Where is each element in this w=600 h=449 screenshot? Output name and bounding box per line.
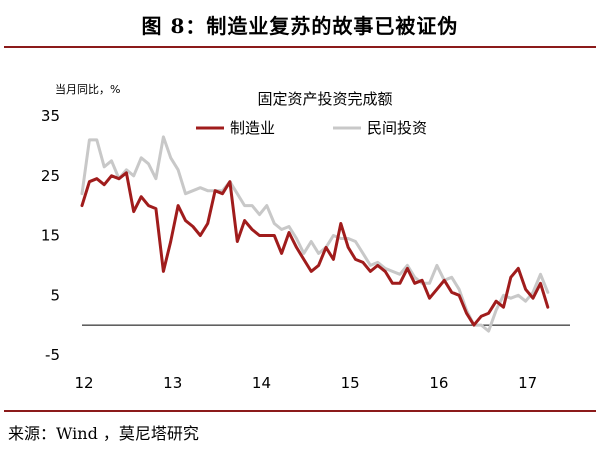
bottom-rule <box>4 410 596 412</box>
y-tick-label: 35 <box>41 107 60 125</box>
series-line-private-investment <box>80 135 550 333</box>
x-tick-label: 13 <box>163 374 182 392</box>
x-tick-label: 15 <box>341 374 360 392</box>
y-axis-label: 当月同比，% <box>55 82 120 96</box>
x-tick-label: 16 <box>429 374 448 392</box>
top-rule <box>4 46 596 48</box>
series-line-manufacturing <box>80 171 550 327</box>
legend-label: 制造业 <box>230 119 275 137</box>
figure-title: 图 8：制造业复苏的故事已被证伪 <box>141 14 459 38</box>
y-tick-label: 5 <box>50 286 60 304</box>
y-tick-label: 25 <box>41 167 60 185</box>
y-tick-label: -5 <box>45 346 60 364</box>
x-tick-label: 12 <box>74 374 93 392</box>
x-tick-label: 14 <box>252 374 271 392</box>
source-note: 来源：Wind ，莫尼塔研究 <box>8 424 199 443</box>
y-tick-label: 15 <box>41 227 60 245</box>
legend-label: 民间投资 <box>367 119 427 137</box>
chart-title: 固定资产投资完成额 <box>257 90 392 108</box>
x-tick-label: 17 <box>518 374 537 392</box>
